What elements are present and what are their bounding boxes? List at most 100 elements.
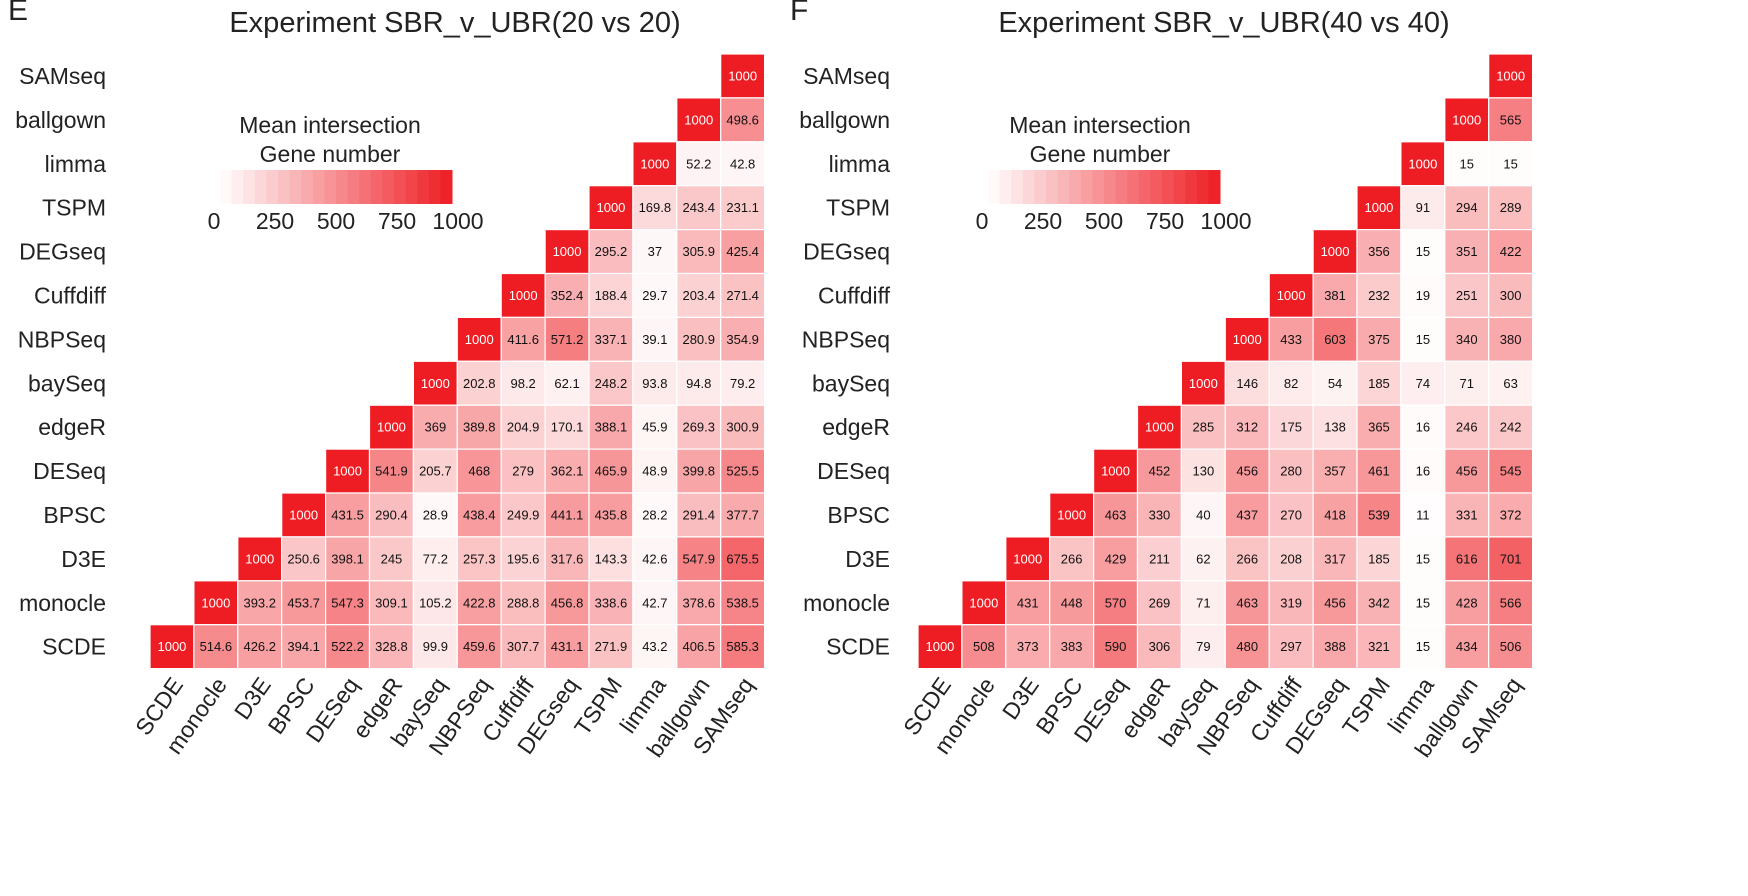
heatmap-cell-DESeq-SAMseq (1488, 448, 1534, 494)
cell-value-label: 285 (1192, 420, 1214, 435)
chart-title: Experiment SBR_v_UBR(40 vs 40) (998, 7, 1449, 39)
heatmap-cell-D3E-D3E (237, 536, 283, 582)
panel-letter: E (8, 0, 28, 27)
cell-value-label: 1000 (1452, 112, 1481, 127)
cell-value-label: 441.1 (551, 507, 584, 522)
heatmap-cell-SCDE-SCDE (917, 624, 963, 670)
heatmap-cell-edgeR-SAMseq (720, 404, 766, 450)
cell-value-label: 565 (1500, 112, 1522, 127)
heatmap-panel-f: F Experiment SBR_v_UBR(40 vs 40) 1000 1000 5… (790, 0, 1534, 762)
cell-value-label: 211 (1149, 551, 1170, 566)
y-tick-label: baySeq (812, 370, 890, 396)
heatmap-cell-D3E-Cuffdiff (500, 536, 546, 582)
cell-value-label: 351 (1456, 244, 1478, 259)
y-tick-label: Cuffdiff (34, 282, 107, 308)
cell-value-label: 42.7 (642, 595, 667, 610)
legend-color-step (324, 170, 337, 204)
cell-value-label: 246 (1456, 420, 1478, 435)
legend-color-step (1162, 170, 1175, 204)
y-tick-label: BPSC (43, 502, 106, 528)
cell-value-label: 93.8 (642, 376, 667, 391)
heatmap-cell-DESeq-DESeq (325, 448, 371, 494)
heatmap-cell-BPSC-SAMseq (1488, 492, 1534, 538)
cell-value-label: 357 (1324, 464, 1346, 479)
cell-value-label: 378.6 (682, 595, 715, 610)
heatmap-cell-monocle-monocle (961, 580, 1007, 626)
heatmap-cell-SCDE-edgeR (368, 624, 415, 670)
heatmap-cell-monocle-BPSC (1049, 580, 1095, 626)
cell-value-label: 1000 (289, 507, 318, 522)
cell-value-label: 456.8 (551, 595, 584, 610)
heatmap-cell-NBPSeq-Cuffdiff (500, 316, 546, 362)
heatmap-cell-monocle-edgeR (1136, 580, 1183, 626)
cell-value-label: 380 (1500, 332, 1522, 347)
cell-value-label: 319 (1280, 595, 1302, 610)
cell-value-label: 19 (1416, 288, 1430, 303)
heatmap-cell-limma-SAMseq (720, 141, 766, 187)
legend-color-step (1092, 170, 1105, 204)
cell-value-label: 1000 (1277, 288, 1306, 303)
cell-value-label: 1000 (1013, 551, 1042, 566)
heatmap-cell-baySeq-Cuffdiff (500, 360, 546, 406)
cell-value-label: 434 (1456, 639, 1478, 654)
legend-color-step (266, 170, 279, 204)
heatmap-cell-SCDE-DESeq (1092, 624, 1139, 670)
heatmap-cell-DESeq-limma (632, 448, 678, 494)
cell-value-label: 202.8 (463, 376, 496, 391)
y-tick-label: limma (829, 151, 891, 177)
legend-color-step (1196, 170, 1209, 204)
cell-value-label: 71 (1196, 595, 1210, 610)
cell-value-label: 365 (1368, 420, 1390, 435)
cell-value-label: 452 (1149, 464, 1171, 479)
heatmap-cell-SCDE-TSPM (588, 624, 634, 670)
cell-value-label: 465.9 (595, 464, 628, 479)
y-tick-label: NBPSeq (802, 326, 890, 352)
cell-value-label: 28.9 (423, 507, 448, 522)
cell-value-label: 270 (1280, 507, 1302, 522)
cell-value-label: 422 (1500, 244, 1522, 259)
y-tick-label: limma (45, 151, 107, 177)
legend-subtitle: Gene number (1030, 141, 1171, 167)
cell-value-label: 16 (1416, 464, 1430, 479)
heatmap-cell-monocle-BPSC (281, 580, 327, 626)
heatmap-cell-TSPM-TSPM (1356, 185, 1402, 231)
heatmap-cell-NBPSeq-TSPM (1356, 316, 1402, 362)
legend-color-step (1150, 170, 1163, 204)
cell-value-label: 62.1 (554, 376, 579, 391)
cell-value-label: 1000 (1101, 464, 1130, 479)
legend-color-step (1069, 170, 1082, 204)
heatmap-cell-TSPM-limma (632, 185, 678, 231)
legend-color-step (394, 170, 407, 204)
cell-value-label: 266 (1236, 551, 1258, 566)
cell-value-label: 11 (1416, 507, 1430, 522)
heatmap-cell-SCDE-D3E (1005, 624, 1051, 670)
cell-value-label: 195.6 (507, 551, 540, 566)
cell-value-label: 431.5 (331, 507, 364, 522)
cell-value-label: 242 (1500, 420, 1522, 435)
legend-color-step (1127, 170, 1140, 204)
cell-value-label: 288.8 (507, 595, 540, 610)
heatmap-cell-Cuffdiff-DEGseq (544, 272, 590, 319)
heatmap-cell-Cuffdiff-DEGseq (1312, 272, 1358, 319)
heatmap-cell-DESeq-Cuffdiff (500, 448, 546, 494)
y-tick-label: DESeq (33, 458, 106, 484)
cell-value-label: 418 (1324, 507, 1346, 522)
heatmap-cell-D3E-edgeR (368, 536, 415, 582)
heatmap-cell-Cuffdiff-TSPM (588, 272, 634, 319)
cell-value-label: 1000 (201, 595, 230, 610)
legend-color-step (347, 170, 360, 204)
cell-value-label: 463 (1105, 507, 1127, 522)
legend-color-step (243, 170, 256, 204)
heatmap-cell-monocle-NBPSeq (456, 580, 502, 626)
heatmap-cell-SCDE-limma (1400, 624, 1446, 670)
heatmap-cell-DESeq-edgeR (1136, 448, 1183, 494)
legend-tick-label: 750 (378, 208, 416, 234)
legend-tick-label: 250 (256, 208, 294, 234)
heatmap-cell-BPSC-BPSC (281, 492, 327, 538)
cell-value-label: 317.6 (551, 551, 584, 566)
heatmap-cell-limma-SAMseq (1488, 141, 1534, 187)
cell-value-label: 291.4 (682, 507, 715, 522)
cell-value-label: 42.6 (642, 551, 667, 566)
cell-value-label: 94.8 (686, 376, 711, 391)
heatmap-cell-edgeR-edgeR (1136, 404, 1183, 450)
